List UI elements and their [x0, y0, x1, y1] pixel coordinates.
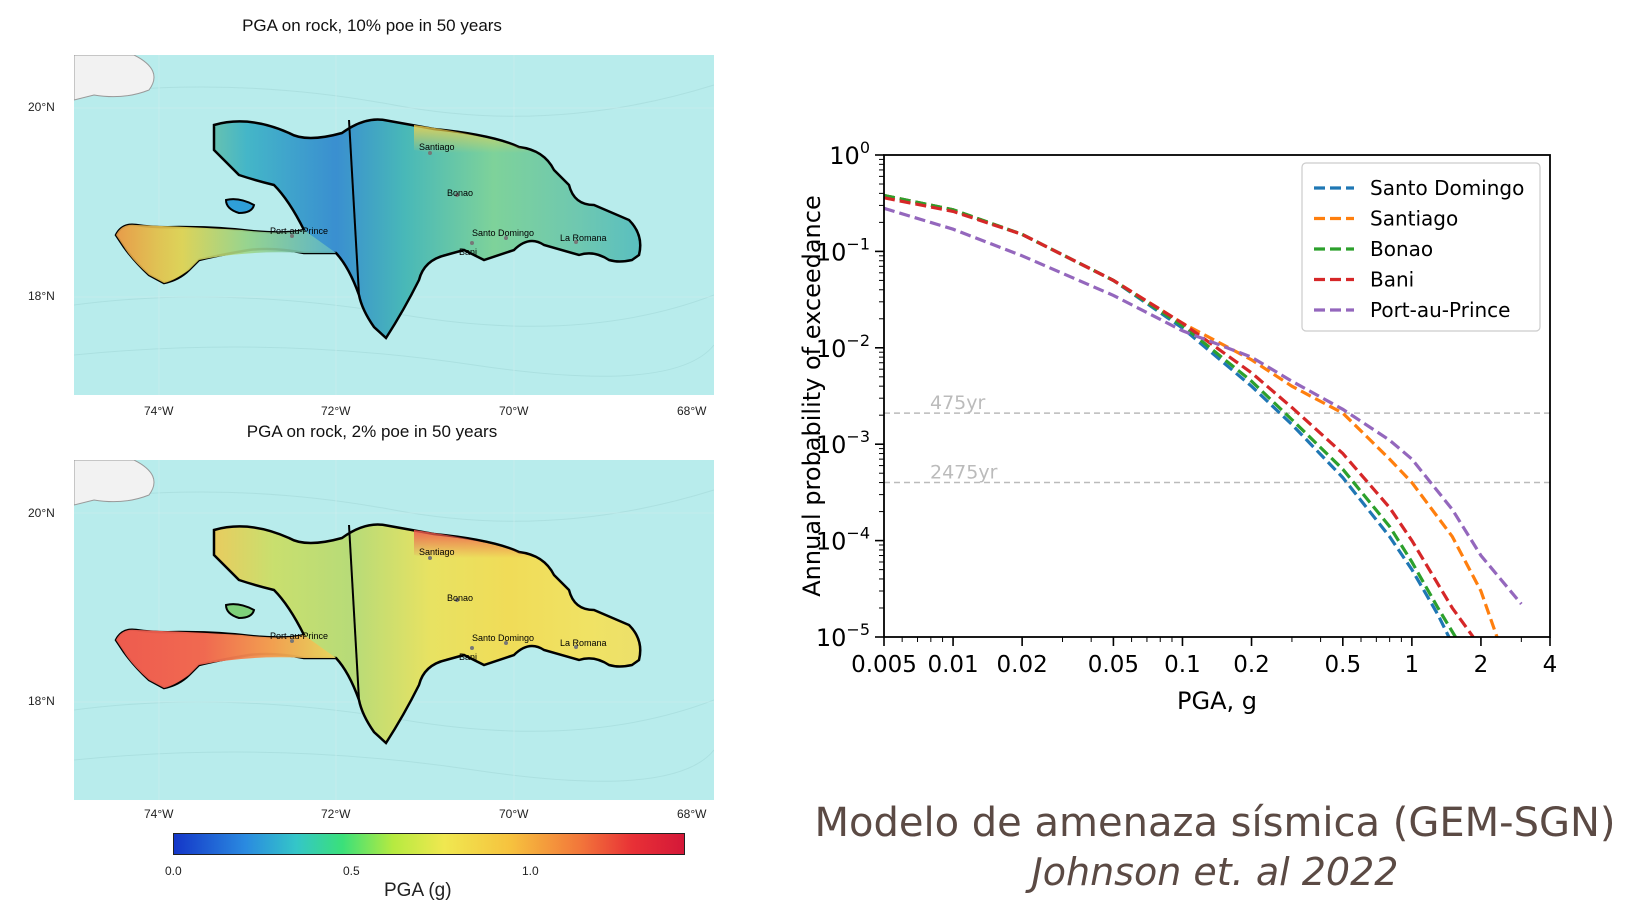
city-label-bonao: Bonao [447, 593, 474, 603]
bottom-map-lon-68w: 68°W [677, 807, 707, 821]
x-tick-label: 0.005 [851, 652, 917, 678]
x-axis-label: PGA, g [1177, 687, 1257, 715]
top-map-title: PGA on rock, 10% poe in 50 years [242, 16, 502, 35]
pga-colorbar [173, 833, 685, 855]
legend-label: Bani [1370, 268, 1414, 292]
city-label-bani: Bani [459, 652, 478, 662]
legend-box [1301, 162, 1541, 332]
y-tick-label: 10−4 [816, 524, 870, 556]
bottom-map-lon-74w: 74°W [144, 807, 174, 821]
series-line-port-au-prince [884, 206, 1523, 606]
reference-line-label-1: 2475yr [930, 462, 998, 484]
x-tick-label: 0.5 [1325, 652, 1362, 678]
x-tick-label: 2 [1474, 652, 1489, 678]
caption-title: Modelo de amenaza sísmica (GEM-SGN) [814, 800, 1616, 846]
bottom-map-lon-72w: 72°W [321, 807, 351, 821]
colorbar-tick-1-0: 1.0 [522, 864, 539, 878]
y-tick-label: 10−5 [816, 620, 870, 652]
top-map-lat-18n: 18°N [28, 289, 55, 303]
city-label-santiago: Santiago [419, 547, 455, 557]
y-tick-label: 10−1 [816, 234, 870, 266]
hazard-curve-chart: 475yr 2475yr 0.005 0.01 0.02 0.05 0.1 0.2 0.5 1 2… [800, 138, 1558, 715]
city-label-bani: Bani [459, 247, 478, 257]
y-axis-label: Annual probability of exceedance [800, 195, 826, 596]
legend-label: Santo Domingo [1370, 176, 1524, 200]
series-line-santiago [884, 193, 1499, 637]
top-map-lon-70w: 70°W [499, 404, 529, 418]
top-map-lon-72w: 72°W [321, 404, 351, 418]
city-label-bonao: Bonao [447, 188, 474, 198]
bottom-map-lat-18n: 18°N [28, 694, 55, 708]
x-tick-label: 0.1 [1164, 652, 1201, 678]
x-tick-label: 0.01 [927, 652, 978, 678]
y-tick-label: 10−2 [816, 331, 870, 363]
x-tick-label: 0.05 [1088, 652, 1139, 678]
city-label-la-romana: La Romana [560, 638, 607, 648]
city-label-port-au-prince: Port-au-Prince [270, 226, 329, 236]
reference-line-label-0: 475yr [930, 392, 986, 414]
y-tick-label: 100 [829, 138, 870, 170]
city-label-la-romana: La Romana [560, 233, 607, 243]
bottom-map: Santiago Bonao Port-au-Prince Santo Domi… [73, 459, 715, 800]
top-map-lon-74w: 74°W [144, 404, 174, 418]
colorbar-tick-0: 0.0 [165, 864, 182, 878]
caption-citation: Johnson et. al 2022 [1031, 850, 1399, 894]
top-map-lat-20n: 20°N [28, 100, 55, 114]
city-label-santo-domingo: Santo Domingo [472, 228, 535, 238]
bottom-map-graphic [73, 459, 715, 800]
legend-label: Santiago [1370, 207, 1458, 231]
plot-frame [883, 154, 1551, 638]
series-line-bani [884, 196, 1475, 637]
legend-label: Bonao [1370, 237, 1433, 261]
top-map-lon-68w: 68°W [677, 404, 707, 418]
top-map-graphic [73, 54, 715, 395]
city-label-port-au-prince: Port-au-Prince [270, 631, 329, 641]
x-tick-label: 1 [1405, 652, 1420, 678]
legend-label: Port-au-Prince [1370, 298, 1510, 322]
city-label-santiago: Santiago [419, 142, 455, 152]
x-tick-label: 4 [1543, 652, 1558, 678]
colorbar-tick-0-5: 0.5 [343, 864, 360, 878]
top-map: Santiago Bonao Port-au-Prince Santo Domi… [73, 54, 715, 395]
colorbar-label: PGA (g) [384, 880, 452, 901]
y-tick-label: 10−3 [816, 427, 870, 459]
bottom-map-title: PGA on rock, 2% poe in 50 years [246, 422, 498, 441]
bottom-map-lat-20n: 20°N [28, 506, 55, 520]
city-label-santo-domingo: Santo Domingo [472, 633, 535, 643]
bottom-map-lon-70w: 70°W [499, 807, 529, 821]
x-tick-label: 0.02 [997, 652, 1048, 678]
x-tick-label: 0.2 [1233, 652, 1270, 678]
